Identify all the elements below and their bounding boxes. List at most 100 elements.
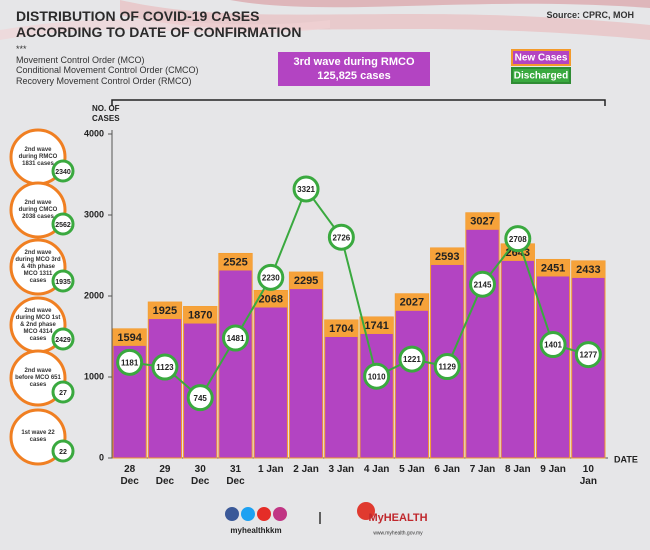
bar-cap (465, 212, 500, 230)
y-tick-label: 2000 (84, 290, 104, 300)
discharged-marker (433, 353, 461, 381)
discharged-label: 1010 (368, 372, 386, 381)
bar-cap (148, 302, 182, 320)
x-tick-label: 10 Jan (579, 464, 597, 487)
note: Movement Control Order (MCO) (16, 54, 145, 65)
bar-value-label: 2643 (506, 247, 530, 259)
title-line: DISTRIBUTION OF COVID-19 CASES (16, 8, 260, 24)
bar-value-label: 2068 (259, 293, 283, 305)
bar-value-label: 2433 (576, 264, 600, 276)
notes: *** Movement Control Order (MCO) Conditi… (16, 44, 199, 86)
bar (183, 306, 218, 459)
discharged-label: 2708 (509, 235, 527, 244)
x-tick-label: 28 Dec (120, 464, 139, 487)
discharged-marker (504, 225, 532, 253)
discharged-label: 1277 (579, 351, 597, 360)
title-line: ACCORDING TO DATE OF CONFIRMATION (16, 24, 302, 40)
wave-text: 2nd wave during MCO 3rd & 4th phase MCO … (15, 249, 61, 284)
discharged-label: 1123 (156, 363, 174, 372)
bar (324, 319, 359, 459)
x-tick-label: 2 Jan (293, 464, 319, 475)
x-tick-label: 30 Dec (191, 464, 210, 487)
wave-discharged-circle (51, 327, 75, 351)
wave-discharged: 1935 (55, 279, 71, 286)
discharged-marker (116, 348, 144, 376)
y-tick-label: 0 (99, 452, 104, 462)
bar (500, 243, 535, 459)
title: DISTRIBUTION OF COVID-19 CASES ACCORDING… (16, 8, 301, 40)
bar-cap (183, 306, 217, 324)
bar-cap (324, 319, 358, 337)
wave-discharged: 2429 (55, 337, 71, 344)
discharged-marker (222, 324, 249, 352)
bar-cap (254, 290, 288, 308)
bar-cap (113, 328, 147, 346)
bar-value-label: 3027 (470, 216, 494, 228)
wave-text: 2nd wave during RMCO 1831 cases (18, 146, 58, 167)
discharged-label: 1221 (403, 355, 421, 364)
discharged-marker (186, 384, 214, 412)
wave-circle (9, 238, 67, 296)
wave-text: 2nd wave during CMCO 2038 cases (18, 199, 58, 220)
x-tick-label: 29 Dec (155, 464, 175, 487)
wave-discharged-circle (51, 380, 75, 404)
bar (112, 328, 147, 459)
y-tick-label: 4000 (84, 128, 104, 138)
bar (430, 247, 465, 459)
source: Source: CPRC, MOH (546, 10, 634, 20)
bracket (111, 99, 606, 106)
x-tick-label: 4 Jan (363, 464, 390, 475)
brand-site: www.myhealth.gov.my (373, 530, 423, 536)
legend-label: Discharged (514, 71, 568, 82)
bar-value-label: 2027 (400, 297, 424, 309)
discharged-label: 1401 (544, 341, 562, 350)
wave-circle (9, 349, 67, 407)
bar-value-label: 2295 (294, 275, 318, 287)
bar-cap (395, 293, 429, 311)
note: *** (16, 44, 27, 54)
discharged-marker (363, 362, 391, 390)
bar (535, 258, 571, 459)
wave-discharged: 27 (59, 390, 67, 397)
social-icons (225, 507, 287, 521)
x-tick-label: 31 Dec (226, 464, 245, 487)
annotation-box (278, 52, 430, 86)
discharged-marker (292, 175, 320, 203)
flag-stripe (230, 0, 650, 8)
bar-cap (289, 272, 323, 290)
x-tick-label: 1 Jan (257, 464, 284, 475)
discharged-label: 745 (194, 394, 208, 403)
wave-discharged: 2562 (55, 222, 71, 229)
x-tick-label: 9 Jan (540, 464, 566, 475)
logo-mark (357, 502, 375, 520)
discharged-marker (398, 345, 426, 373)
wave-discharged-circle (51, 269, 75, 293)
x-tick-label: 5 Jan (399, 464, 425, 475)
discharged-marker (151, 353, 179, 381)
discharged-label: 2145 (474, 280, 492, 289)
wave-circle (9, 408, 67, 466)
x-tick-label: 7 Jan (469, 464, 496, 475)
wave-text: 1st wave 22 cases (21, 430, 55, 443)
legend-swatch (511, 67, 571, 84)
wave-discharged: 22 (59, 449, 67, 456)
y-tick-label: 1000 (84, 371, 104, 381)
discharged-label: 2230 (262, 273, 280, 282)
bar-value-label: 1594 (117, 332, 142, 344)
discharged-label: 1129 (439, 363, 457, 372)
discharged-marker (539, 331, 567, 359)
x-tick-label: 8 Jan (504, 464, 531, 475)
wave-text: 2nd wave before MCO 651 cases (15, 367, 61, 388)
annotation: 125,825 cases (317, 70, 390, 82)
bar (253, 289, 288, 459)
wave-text: 2nd wave during MCO 1st & 2nd phase MCO … (15, 307, 61, 342)
wave-circle (9, 181, 67, 239)
discharged-marker (257, 263, 285, 291)
bar (394, 293, 430, 459)
discharged-label: 2726 (332, 233, 350, 242)
bar-value-label: 2451 (541, 262, 565, 274)
bar-cap (430, 247, 464, 265)
discharged-marker (327, 223, 355, 251)
